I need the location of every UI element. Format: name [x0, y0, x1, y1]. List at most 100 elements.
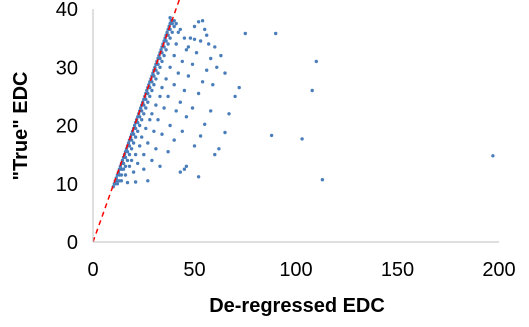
- data-point: [139, 106, 143, 110]
- data-point: [203, 27, 207, 32]
- data-point: [186, 45, 191, 49]
- data-point: [233, 94, 237, 99]
- data-point: [196, 20, 201, 24]
- data-point: [205, 33, 209, 37]
- data-point: [123, 164, 128, 168]
- data-point: [213, 45, 217, 49]
- data-point: [192, 24, 197, 29]
- data-point: [209, 56, 213, 61]
- y-tick-label: 0: [67, 232, 78, 254]
- data-point: [207, 42, 211, 46]
- data-point: [200, 80, 205, 84]
- data-point: [164, 77, 168, 81]
- data-point: [184, 48, 189, 52]
- reference-line: [92, 0, 181, 243]
- data-point: [158, 65, 162, 70]
- y-tick-label: 30: [56, 57, 78, 79]
- data-point: [162, 53, 166, 58]
- data-point: [148, 94, 152, 99]
- data-point: [160, 59, 164, 64]
- x-tick-label: 200: [482, 259, 515, 281]
- data-point: [144, 126, 148, 131]
- data-point: [188, 36, 193, 40]
- data-point: [127, 152, 132, 157]
- data-point: [160, 85, 164, 90]
- data-point: [174, 42, 178, 46]
- x-tick-label: 50: [183, 259, 205, 281]
- data-point: [172, 138, 176, 142]
- data-point: [132, 123, 137, 128]
- data-point: [158, 56, 162, 61]
- data-point: [129, 158, 134, 163]
- data-point: [217, 147, 221, 151]
- data-point: [196, 175, 201, 179]
- data-point: [136, 161, 140, 166]
- data-point: [196, 91, 201, 96]
- data-point: [150, 88, 154, 93]
- data-point: [156, 71, 160, 75]
- data-point: [192, 144, 197, 148]
- data-point: [160, 132, 164, 136]
- x-tick-label: 150: [381, 259, 414, 281]
- data-point: [125, 180, 130, 185]
- data-point: [152, 74, 156, 78]
- data-point: [178, 170, 182, 174]
- data-point: [182, 88, 187, 93]
- x-tick-label: 100: [279, 259, 312, 281]
- data-point: [176, 30, 180, 34]
- data-point: [115, 182, 120, 186]
- axes: [92, 9, 499, 243]
- data-point: [123, 173, 128, 177]
- data-point: [164, 39, 168, 43]
- data-point: [154, 103, 158, 107]
- data-point: [136, 120, 140, 125]
- data-point: [159, 48, 163, 52]
- data-point: [138, 123, 142, 128]
- y-axis-title: "True" EDC: [10, 72, 32, 181]
- data-point: [170, 21, 174, 26]
- data-point: [140, 109, 144, 113]
- data-point: [168, 65, 172, 70]
- data-point: [138, 144, 142, 148]
- data-point: [125, 150, 130, 154]
- data-point: [180, 59, 184, 64]
- data-point: [123, 155, 128, 160]
- data-point: [158, 164, 162, 168]
- data-point: [300, 137, 304, 141]
- data-point: [148, 118, 152, 122]
- x-tick-label: 0: [87, 259, 98, 281]
- data-point: [133, 152, 138, 157]
- data-point: [180, 129, 184, 133]
- data-point: [172, 53, 176, 58]
- data-point: [150, 112, 154, 116]
- data-point: [140, 118, 144, 122]
- data-point: [192, 37, 197, 41]
- data-point: [219, 53, 223, 58]
- data-point: [156, 118, 160, 122]
- y-tick-label: 10: [56, 174, 78, 196]
- data-point: [146, 179, 150, 183]
- data-point: [223, 130, 227, 135]
- data-point: [127, 164, 132, 168]
- data-point: [138, 115, 142, 119]
- data-point: [243, 31, 247, 36]
- y-tick-label: 20: [56, 116, 78, 138]
- data-point: [140, 135, 144, 139]
- data-point: [314, 59, 318, 64]
- data-point: [154, 147, 158, 151]
- data-point: [186, 74, 191, 78]
- data-point: [127, 144, 132, 148]
- data-point: [182, 36, 187, 40]
- data-point: [150, 158, 154, 163]
- data-point: [129, 138, 134, 142]
- data-point: [166, 42, 170, 46]
- data-point: [121, 167, 126, 171]
- data-point: [162, 106, 166, 110]
- data-point: [121, 161, 126, 166]
- data-point: [129, 147, 134, 151]
- data-point: [146, 91, 150, 96]
- data-point: [131, 141, 136, 145]
- data-point: [168, 36, 172, 40]
- data-point: [174, 109, 178, 113]
